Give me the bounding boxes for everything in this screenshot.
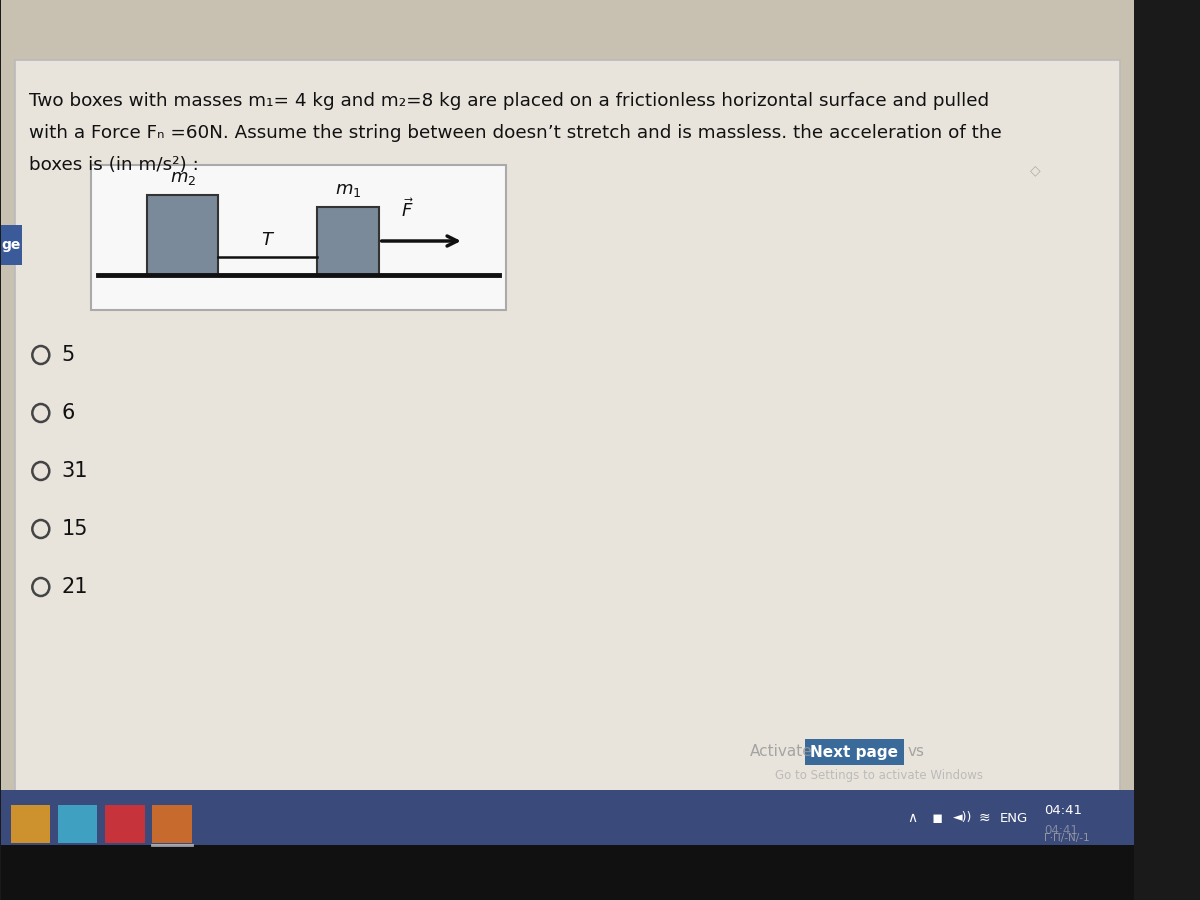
Bar <box>804 739 904 765</box>
Text: Go to Settings to activate Windows: Go to Settings to activate Windows <box>775 769 983 781</box>
Text: ◄)): ◄)) <box>953 812 972 824</box>
Text: ▪: ▪ <box>931 809 942 827</box>
Bar <box>106 805 145 843</box>
Text: $T$: $T$ <box>260 231 275 249</box>
Text: with a Force Fₙ =60N. Assume the string between doesn’t stretch and is massless.: with a Force Fₙ =60N. Assume the string … <box>30 124 1002 142</box>
Bar <box>152 805 192 843</box>
Bar <box>16 60 1120 800</box>
Text: Two boxes with masses m₁= 4 kg and m₂=8 kg are placed on a frictionless horizont: Two boxes with masses m₁= 4 kg and m₂=8 … <box>30 92 990 110</box>
Bar <box>1 225 22 265</box>
Text: Activate: Activate <box>750 744 812 760</box>
Bar <box>91 165 506 310</box>
Bar <box>148 195 218 275</box>
Bar <box>11 805 50 843</box>
Text: 15: 15 <box>61 519 88 539</box>
Text: 21: 21 <box>61 577 88 597</box>
Text: $m_2$: $m_2$ <box>169 169 196 187</box>
Text: $\vec{F}$: $\vec{F}$ <box>401 198 413 221</box>
Text: ≋: ≋ <box>978 811 990 825</box>
Text: Γ⋅Π/-Ν/-1: Γ⋅Π/-Ν/-1 <box>1044 833 1090 843</box>
Bar <box>1 845 1134 900</box>
Bar <box>58 805 97 843</box>
Text: boxes is (in m/s²) :: boxes is (in m/s²) : <box>30 156 199 174</box>
Text: ◇: ◇ <box>1030 163 1040 177</box>
Text: 31: 31 <box>61 461 88 481</box>
Text: Next page: Next page <box>810 744 898 760</box>
Text: ENG: ENG <box>1000 812 1028 824</box>
Text: ∧: ∧ <box>907 811 918 825</box>
Text: 5: 5 <box>61 345 74 365</box>
Text: 6: 6 <box>61 403 74 423</box>
Text: 04:41: 04:41 <box>1044 804 1082 816</box>
Text: ge: ge <box>2 238 22 252</box>
Text: 04:41: 04:41 <box>1044 824 1078 836</box>
Text: $m_1$: $m_1$ <box>335 181 361 199</box>
Bar <box>318 207 379 275</box>
Text: vs: vs <box>907 744 924 760</box>
Bar <box>1 790 1134 845</box>
